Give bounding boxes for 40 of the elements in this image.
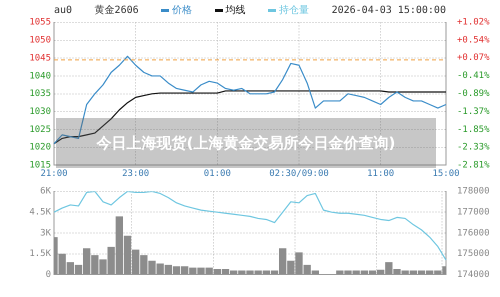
y2-tick-label: -1.85% xyxy=(457,124,490,135)
legend-label: 价格 xyxy=(172,4,192,17)
y-tick-label: 1020 xyxy=(29,142,51,153)
y-tick-label: 1055 xyxy=(29,18,51,28)
y-tick-label: 1040 xyxy=(29,71,51,82)
x-tick-label: 01:00 xyxy=(204,168,231,179)
y2-tick-label: +0.07% xyxy=(457,53,490,64)
y-tick-label: 1025 xyxy=(29,124,51,135)
y2-tick-label: -0.89% xyxy=(457,88,490,99)
x-tick-label: 15:00 xyxy=(432,168,460,179)
y-tick-label: 6K xyxy=(40,186,52,197)
y-tick-label: 1035 xyxy=(29,89,51,100)
y-tick-label: 4.5K xyxy=(29,208,52,218)
x-tick-label: 23:00 xyxy=(122,168,150,179)
y2-tick-label: 177000 xyxy=(457,208,490,218)
x-tick-label: 11:00 xyxy=(367,168,394,179)
y-tick-label: 1045 xyxy=(29,53,51,64)
chart-subtitle: 2026-04-03 15:00:00 xyxy=(332,4,446,16)
y-tick-label: 1.5K xyxy=(29,249,52,260)
y2-tick-label: 175000 xyxy=(457,249,490,260)
y2-tick-label: 176000 xyxy=(457,228,490,238)
legend-label: 持仓量 xyxy=(279,4,310,17)
caption-banner: 今日上海现货(上海黄金交易所今日金价查询) xyxy=(56,118,436,168)
x-tick-label: 21:00 xyxy=(40,168,68,179)
y2-tick-label: 178000 xyxy=(457,186,490,197)
y-tick-label: 0 xyxy=(46,270,51,280)
legend-label: 均线 xyxy=(226,4,246,17)
y2-tick-label: 174000 xyxy=(457,270,490,280)
y-tick-label: 1030 xyxy=(29,106,51,117)
text: au0 xyxy=(54,4,72,16)
chart-title: 黄金2606 xyxy=(94,4,139,17)
y-tick-label: 3K xyxy=(40,228,52,238)
y2-tick-label: -2.33% xyxy=(457,142,490,153)
x-tick-label: 02:30/09:00 xyxy=(269,168,329,179)
y2-tick-label: -1.37% xyxy=(457,106,490,117)
y2-tick-label: +0.54% xyxy=(457,36,490,46)
y2-tick-label: +1.02% xyxy=(457,18,490,28)
y2-tick-label: -2.81% xyxy=(457,160,490,171)
y2-tick-label: -0.41% xyxy=(457,71,490,82)
y-tick-label: 1050 xyxy=(29,36,51,46)
